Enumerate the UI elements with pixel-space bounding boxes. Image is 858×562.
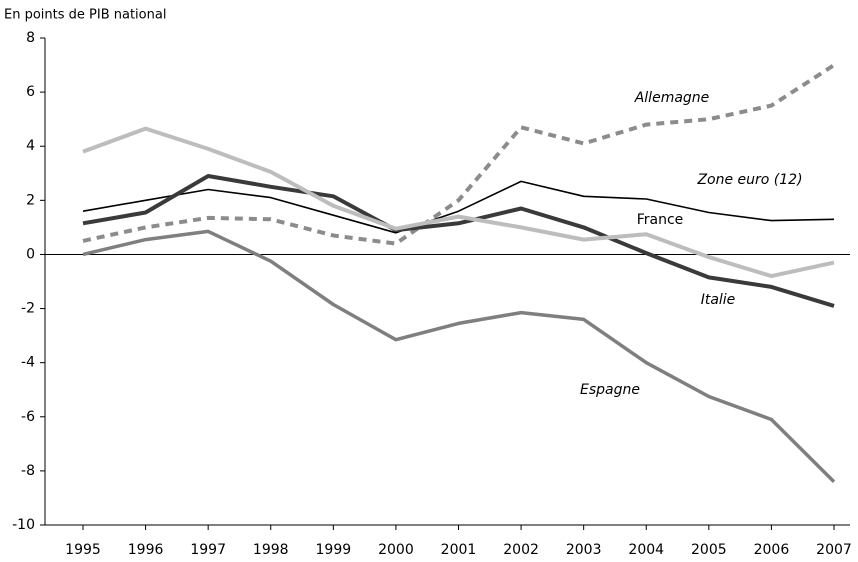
x-tick-label: 2005 bbox=[691, 542, 727, 558]
x-tick-label: 2004 bbox=[628, 542, 664, 558]
x-tick-label: 1999 bbox=[316, 542, 352, 558]
y-tick-label: 4 bbox=[26, 138, 35, 154]
chart-title: En points de PIB national bbox=[4, 8, 166, 23]
series-label: Allemagne bbox=[634, 90, 710, 106]
y-tick-label: -4 bbox=[21, 355, 35, 371]
x-tick-label: 2003 bbox=[566, 542, 602, 558]
x-tick-label: 2000 bbox=[378, 542, 414, 558]
series-label: Italie bbox=[701, 292, 736, 308]
y-tick-label: -8 bbox=[21, 463, 35, 479]
y-tick-label: 8 bbox=[26, 30, 35, 46]
x-tick-label: 1995 bbox=[65, 542, 101, 558]
series-line bbox=[82, 229, 836, 483]
x-tick-label: 1998 bbox=[253, 542, 289, 558]
series-label: Espagne bbox=[580, 382, 640, 398]
y-tick-label: -10 bbox=[12, 517, 35, 533]
series-line bbox=[82, 126, 835, 279]
x-tick-label: 2006 bbox=[754, 542, 790, 558]
x-tick-label: 2002 bbox=[503, 542, 539, 558]
y-tick-label: 2 bbox=[26, 192, 35, 208]
y-tick-label: -6 bbox=[21, 409, 35, 425]
y-tick-label: -2 bbox=[21, 301, 35, 317]
series-label: France bbox=[637, 212, 684, 228]
x-tick-label: 1996 bbox=[128, 542, 164, 558]
y-tick-label: 6 bbox=[26, 84, 35, 100]
series-line bbox=[82, 63, 836, 246]
x-tick-label: 1997 bbox=[190, 542, 226, 558]
series-label: Zone euro (12) bbox=[696, 172, 802, 188]
series-line bbox=[82, 174, 835, 308]
x-tick-label: 2001 bbox=[441, 542, 477, 558]
series-line bbox=[82, 180, 835, 234]
x-tick-label: 2007 bbox=[816, 542, 852, 558]
y-tick-label: 0 bbox=[26, 246, 35, 262]
